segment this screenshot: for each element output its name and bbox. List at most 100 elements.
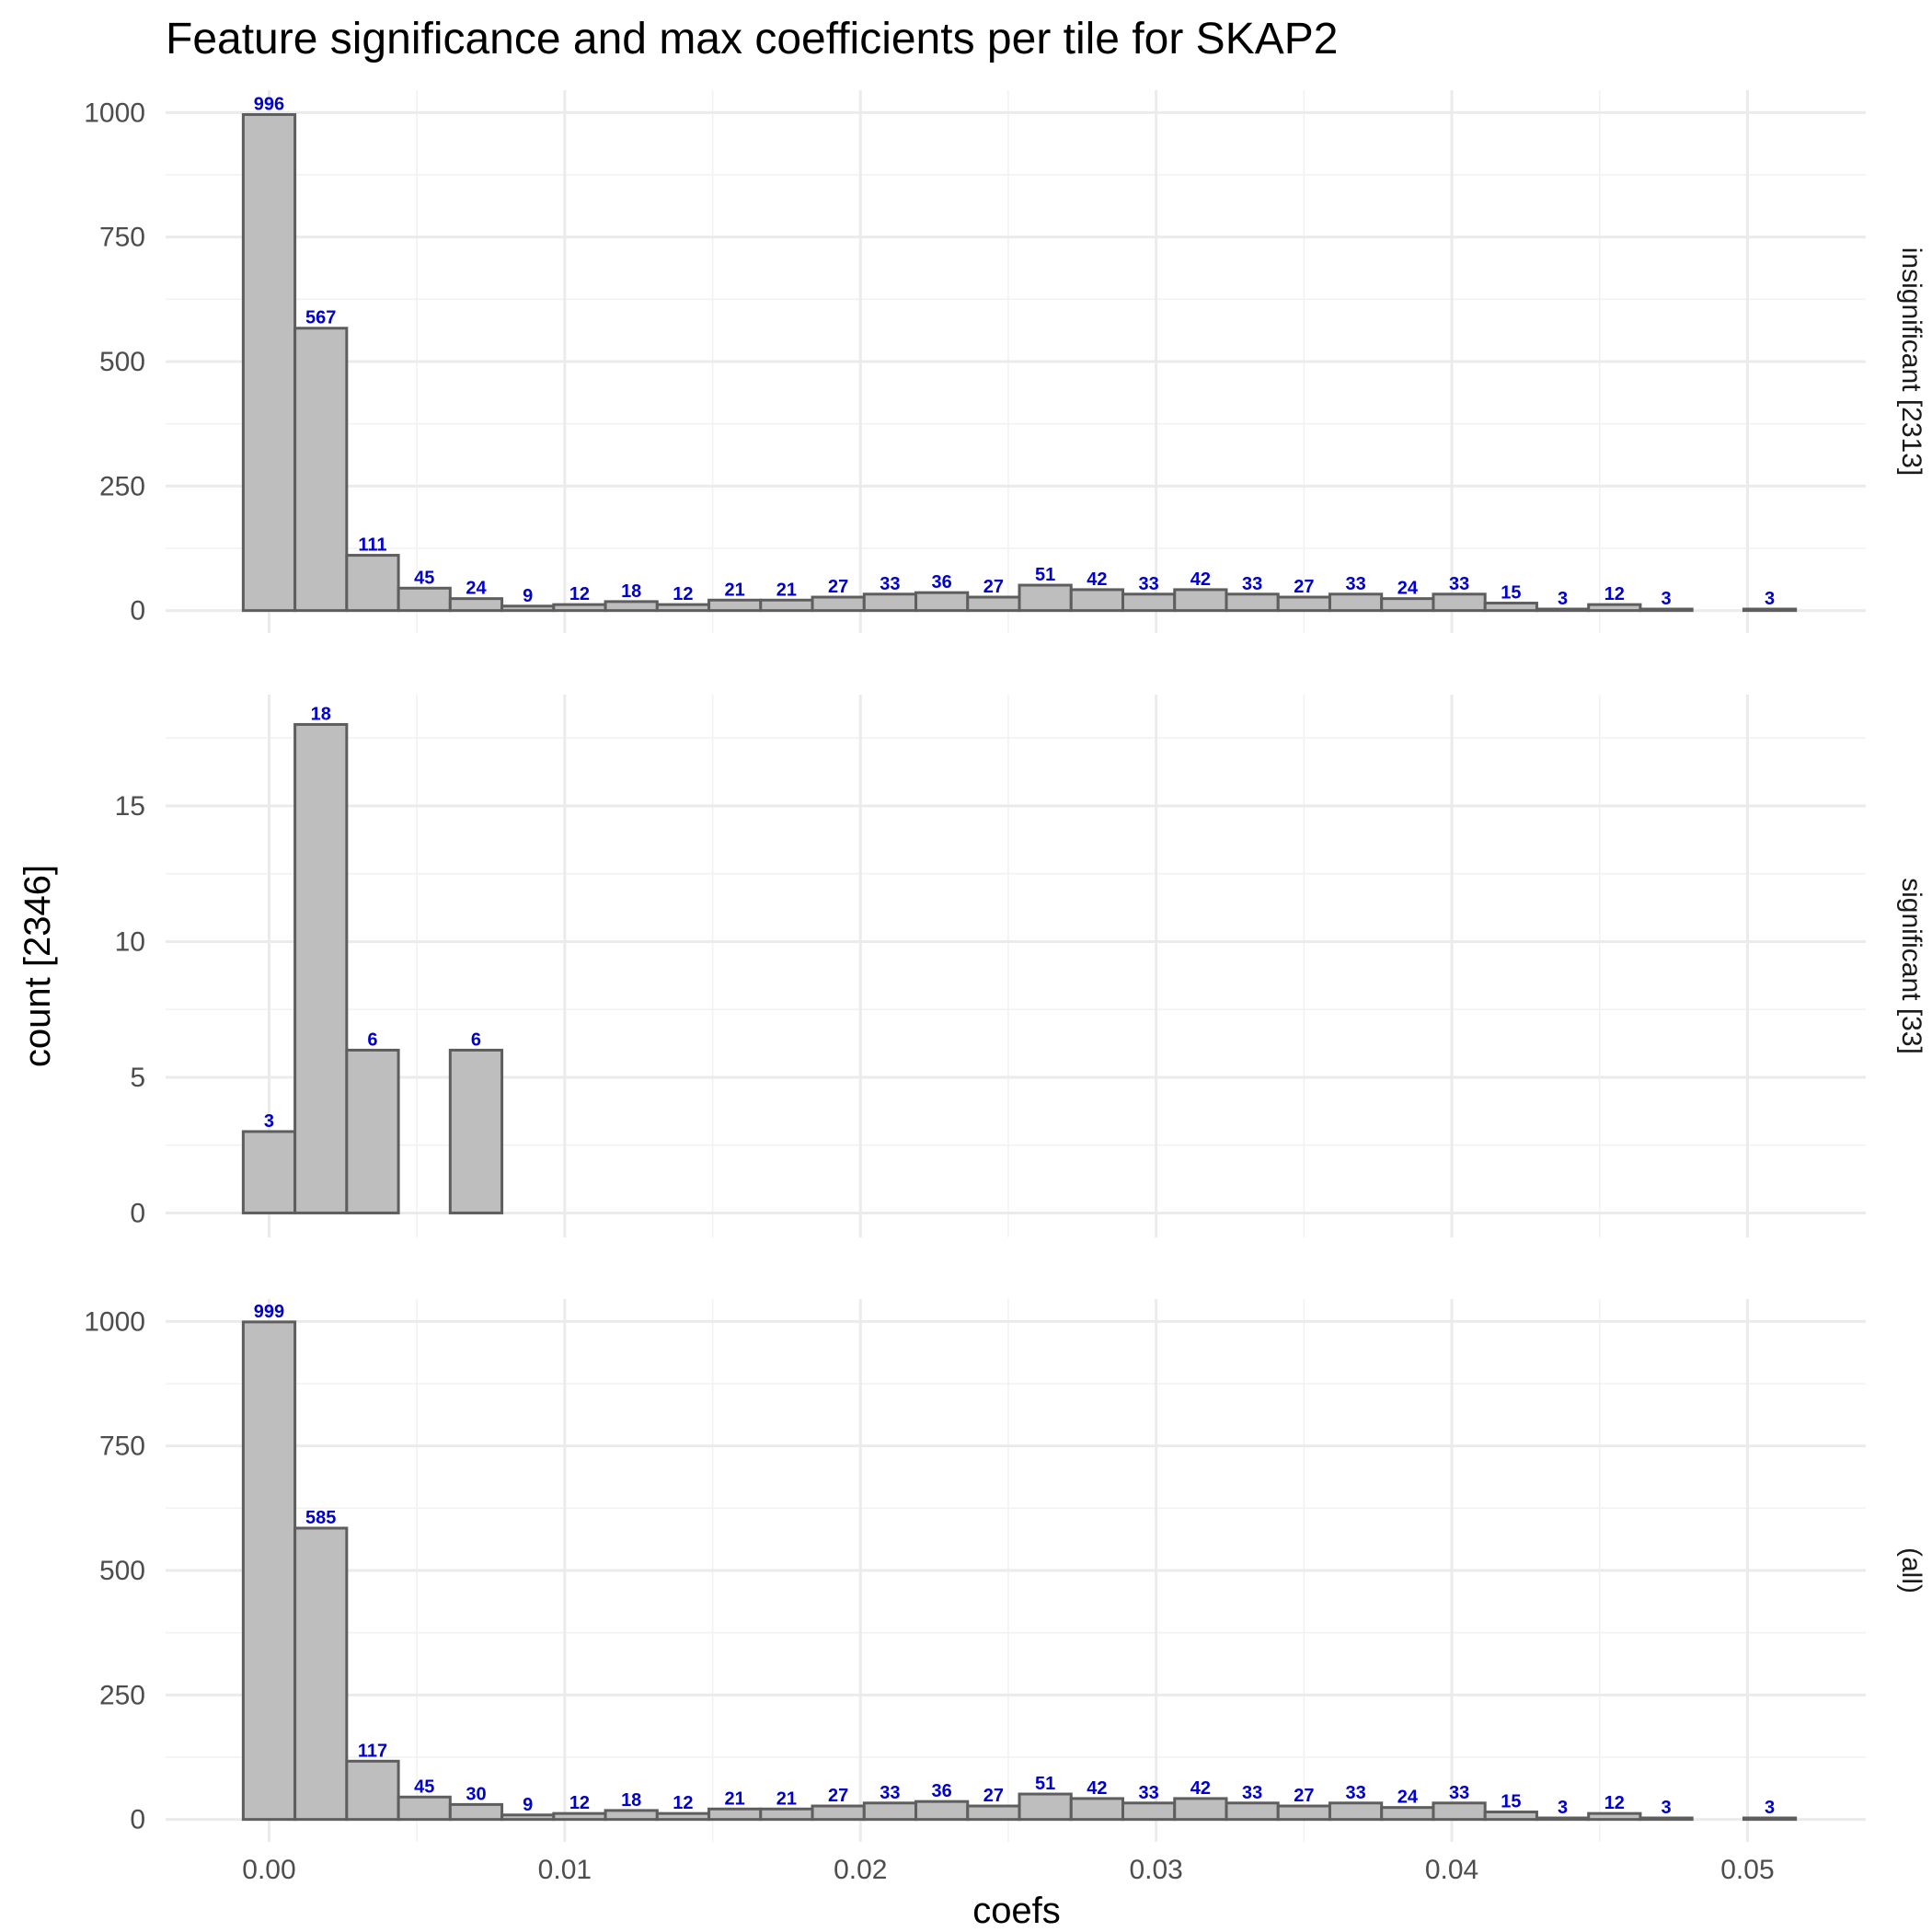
x-tick-label: 0.05 <box>1720 1855 1774 1885</box>
y-tick-label: 10 <box>115 926 145 957</box>
bar-count-label: 30 <box>466 1784 486 1804</box>
bar-count-label: 27 <box>828 1786 848 1806</box>
bar-count-label: 45 <box>414 1777 434 1797</box>
histogram-bar <box>604 1809 659 1822</box>
bar-count-label: 3 <box>1765 1798 1775 1818</box>
histogram-bar <box>1432 592 1487 613</box>
bar-count-label: 21 <box>776 1788 797 1809</box>
bar-count-label: 24 <box>466 579 487 599</box>
bar-count-label: 33 <box>1449 574 1469 594</box>
histogram-bar <box>1121 592 1177 613</box>
bar-count-label: 999 <box>254 1302 284 1322</box>
bar-count-label: 3 <box>264 1111 274 1132</box>
histogram-bar <box>241 1320 297 1822</box>
histogram-bar <box>1587 603 1642 613</box>
histogram-bar <box>1535 607 1591 613</box>
bar-count-label: 12 <box>1604 1793 1625 1813</box>
y-tick-label: 0 <box>130 596 145 627</box>
x-tick-label: 0.02 <box>834 1855 887 1885</box>
histogram-bar <box>1069 1797 1125 1822</box>
histogram-bar <box>293 327 349 613</box>
histogram-bar <box>293 722 349 1214</box>
bar-count-label: 33 <box>1242 574 1262 594</box>
y-tick-label: 1000 <box>84 1306 145 1337</box>
histogram-bar <box>1639 607 1694 613</box>
y-tick-label: 250 <box>99 1680 145 1710</box>
histogram-bar <box>1380 1806 1435 1822</box>
bar-count-label: 27 <box>1294 577 1314 597</box>
histogram-bar <box>759 598 814 613</box>
y-tick-label: 5 <box>130 1063 145 1093</box>
bar-count-label: 24 <box>1397 579 1419 599</box>
histogram-bar <box>345 554 400 613</box>
y-tick-label: 0 <box>130 1198 145 1228</box>
y-tick-label: 500 <box>99 1556 145 1586</box>
bar-count-label: 117 <box>358 1741 387 1761</box>
histogram-bar <box>914 1800 970 1822</box>
histogram-bar <box>1225 592 1280 613</box>
bar-count-label: 21 <box>776 580 797 600</box>
bar-count-label: 27 <box>983 1786 1004 1806</box>
bar-count-label: 33 <box>880 1783 900 1803</box>
bar-count-label: 33 <box>1345 1783 1365 1803</box>
histogram-bar <box>1173 588 1228 613</box>
histogram-bar <box>966 595 1021 613</box>
bar-count-label: 12 <box>569 1793 590 1813</box>
bar-count-label: 585 <box>305 1508 336 1528</box>
bar-count-label: 21 <box>725 580 745 600</box>
y-tick-label: 750 <box>99 1432 145 1462</box>
bar-count-label: 51 <box>1035 1774 1055 1794</box>
x-tick-label: 0.01 <box>538 1855 592 1885</box>
bar-count-label: 3 <box>1661 589 1671 609</box>
y-tick-label: 0 <box>130 1805 145 1835</box>
y-tick-label: 15 <box>115 791 145 822</box>
bar-count-label: 12 <box>673 584 693 604</box>
bar-count-label: 996 <box>254 95 284 115</box>
facet-strip-label: (all) <box>1896 1547 1926 1593</box>
chart-title: Feature significance and max coefficient… <box>166 15 1338 63</box>
bar-count-label: 6 <box>471 1029 481 1050</box>
histogram-bar <box>448 1048 504 1214</box>
panel-1: 0 250 500 750 1000 996 567 111 45 24 9 12 18 12 21 21 27… <box>84 90 1926 633</box>
histogram-bar <box>862 1801 918 1822</box>
bar-count-label: 12 <box>673 1793 693 1813</box>
bar-count-label: 27 <box>983 577 1004 597</box>
bar-count-label: 42 <box>1087 1778 1107 1799</box>
x-tick-label: 0.03 <box>1129 1855 1182 1885</box>
bar-count-label: 36 <box>932 572 952 592</box>
histogram-bar <box>655 603 711 613</box>
bar-count-label: 27 <box>828 577 848 597</box>
histogram-bar <box>811 595 866 613</box>
histogram-bar <box>293 1526 349 1822</box>
bar-count-label: 15 <box>1501 583 1521 604</box>
y-tick-label: 250 <box>99 471 145 501</box>
histogram-bar <box>1173 1797 1228 1822</box>
histogram-bar <box>1483 1811 1538 1822</box>
histogram-bar <box>707 598 763 613</box>
bar-count-label: 18 <box>621 581 641 602</box>
histogram-bar <box>1483 602 1538 613</box>
bar-count-label: 42 <box>1190 1778 1211 1799</box>
histogram-bar <box>1639 1816 1694 1822</box>
histogram-bar <box>914 591 970 613</box>
histogram-bar <box>1069 588 1125 613</box>
histogram-bar <box>1587 1811 1642 1822</box>
histogram-bar <box>862 592 918 613</box>
bar-count-label: 42 <box>1190 569 1211 590</box>
histogram-bar <box>655 1811 711 1822</box>
histogram-bar <box>241 113 297 613</box>
bar-count-label: 27 <box>1294 1786 1314 1806</box>
facet-strip-label: insignificant [2313] <box>1896 247 1926 477</box>
histogram-bar <box>500 604 556 613</box>
bar-count-label: 33 <box>880 574 900 594</box>
histogram-bar <box>1121 1801 1177 1822</box>
histogram-bar <box>397 586 452 613</box>
histogram-bar <box>1276 595 1331 613</box>
bar-count-label: 33 <box>1242 1783 1262 1803</box>
bar-count-label: 3 <box>1765 589 1775 609</box>
histogram-bar <box>552 603 607 613</box>
bar-count-label: 24 <box>1397 1788 1419 1808</box>
bar-count-label: 3 <box>1661 1798 1671 1818</box>
x-tick-label: 0.00 <box>242 1855 295 1885</box>
